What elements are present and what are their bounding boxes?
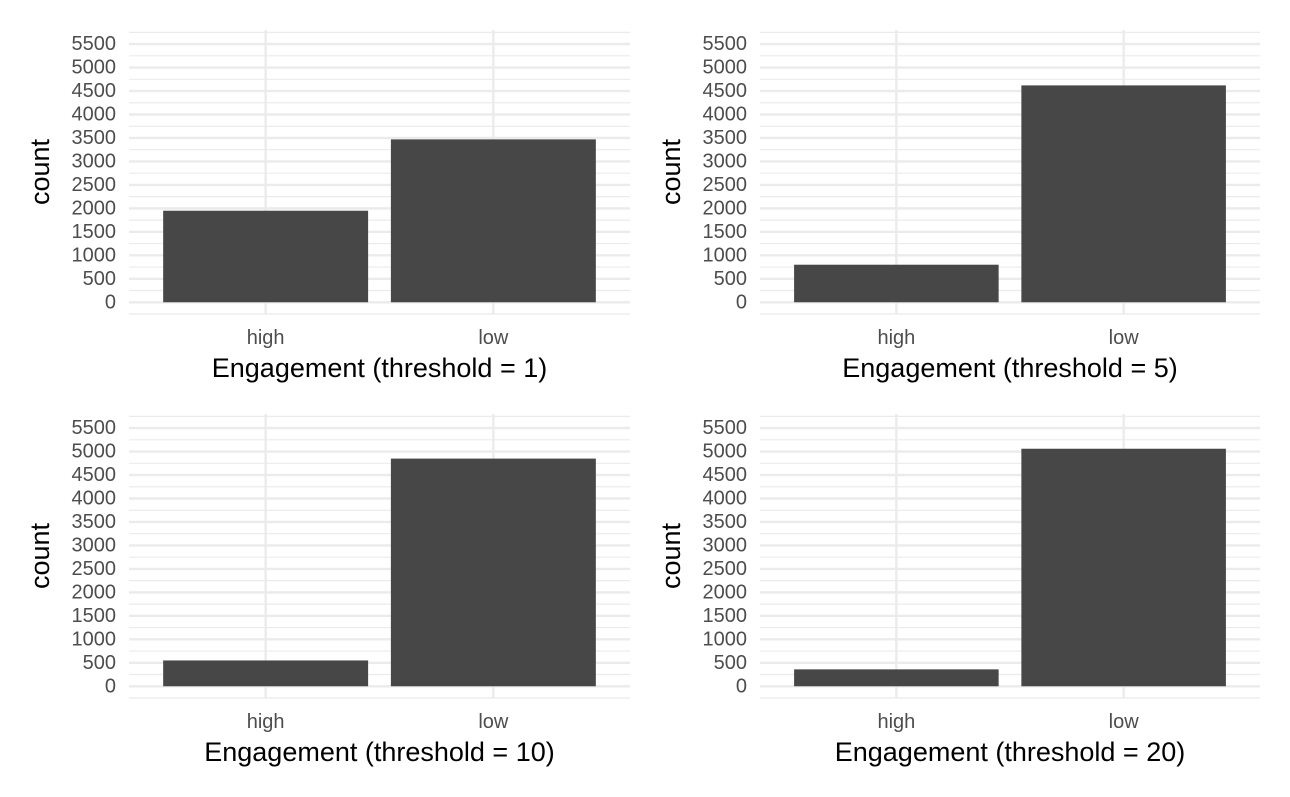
y-tick-label: 2000 — [72, 581, 117, 603]
y-tick-label: 5000 — [703, 441, 748, 463]
y-tick-label: 2000 — [703, 581, 748, 603]
y-tick-label: 500 — [83, 268, 116, 290]
bar-high — [163, 660, 369, 687]
x-axis-title: Engagement (threshold = 1) — [212, 353, 547, 383]
y-tick-label: 5500 — [72, 417, 117, 439]
y-tick-label: 4500 — [703, 80, 748, 102]
bar-high — [163, 210, 369, 303]
y-tick-label: 4500 — [703, 464, 748, 486]
bar-low — [1021, 85, 1226, 303]
y-tick-label: 3500 — [703, 511, 748, 533]
y-tick-label: 2000 — [703, 197, 748, 219]
x-tick-label: high — [247, 327, 285, 349]
chart-panel: 0500100015002000250030003500400045005000… — [25, 414, 630, 767]
y-tick-label: 0 — [105, 291, 116, 313]
y-tick-label: 4000 — [703, 487, 748, 509]
y-tick-label: 1500 — [703, 605, 748, 627]
y-tick-label: 1000 — [72, 244, 117, 266]
y-tick-label: 4000 — [72, 103, 117, 125]
y-tick-label: 500 — [714, 268, 747, 290]
y-tick-label: 3000 — [703, 534, 748, 556]
y-tick-label: 3500 — [703, 127, 748, 149]
bar-high — [794, 669, 999, 687]
y-tick-label: 5000 — [72, 57, 117, 79]
y-tick-label: 5500 — [72, 33, 117, 55]
x-axis-title: Engagement (threshold = 20) — [835, 737, 1185, 767]
x-tick-label: low — [478, 711, 509, 733]
x-tick-label: high — [247, 711, 285, 733]
y-tick-label: 500 — [83, 652, 116, 674]
x-tick-label: low — [1109, 711, 1140, 733]
chart-panel: 0500100015002000250030003500400045005000… — [25, 30, 630, 383]
y-tick-label: 0 — [105, 675, 116, 697]
bar-low — [390, 458, 596, 687]
y-axis-title: count — [25, 138, 55, 205]
x-tick-label: high — [877, 711, 915, 733]
y-tick-label: 2000 — [72, 197, 117, 219]
y-tick-label: 1500 — [703, 221, 748, 243]
y-tick-label: 1500 — [72, 221, 117, 243]
bar-low — [390, 139, 596, 303]
y-tick-label: 1000 — [72, 628, 117, 650]
x-tick-label: high — [877, 327, 915, 349]
y-axis-title: count — [656, 522, 686, 589]
y-tick-label: 4500 — [72, 464, 117, 486]
y-tick-label: 3000 — [703, 150, 748, 172]
y-tick-label: 3000 — [72, 150, 117, 172]
y-axis-title: count — [25, 522, 55, 589]
y-tick-label: 2500 — [703, 558, 748, 580]
y-tick-label: 4000 — [72, 487, 117, 509]
y-tick-label: 3500 — [72, 127, 117, 149]
y-tick-label: 500 — [714, 652, 747, 674]
y-tick-label: 5500 — [703, 417, 748, 439]
x-tick-label: low — [1109, 327, 1140, 349]
y-tick-label: 0 — [736, 675, 747, 697]
y-tick-label: 3000 — [72, 534, 117, 556]
y-tick-label: 2500 — [703, 174, 748, 196]
chart-panel: 0500100015002000250030003500400045005000… — [656, 414, 1260, 767]
y-axis-title: count — [656, 138, 686, 205]
y-tick-label: 1500 — [72, 605, 117, 627]
y-tick-label: 4500 — [72, 80, 117, 102]
y-tick-label: 5000 — [72, 441, 117, 463]
y-tick-label: 1000 — [703, 628, 748, 650]
y-tick-label: 3500 — [72, 511, 117, 533]
bar-low — [1021, 448, 1226, 687]
y-tick-label: 2500 — [72, 558, 117, 580]
chart-panel: 0500100015002000250030003500400045005000… — [656, 30, 1260, 383]
x-axis-title: Engagement (threshold = 10) — [204, 737, 554, 767]
x-axis-title: Engagement (threshold = 5) — [842, 353, 1177, 383]
y-tick-label: 0 — [736, 291, 747, 313]
x-tick-label: low — [478, 327, 509, 349]
bar-high — [794, 264, 999, 303]
y-tick-label: 1000 — [703, 244, 748, 266]
y-tick-label: 5000 — [703, 57, 748, 79]
y-tick-label: 2500 — [72, 174, 117, 196]
y-tick-label: 5500 — [703, 33, 748, 55]
y-tick-label: 4000 — [703, 103, 748, 125]
